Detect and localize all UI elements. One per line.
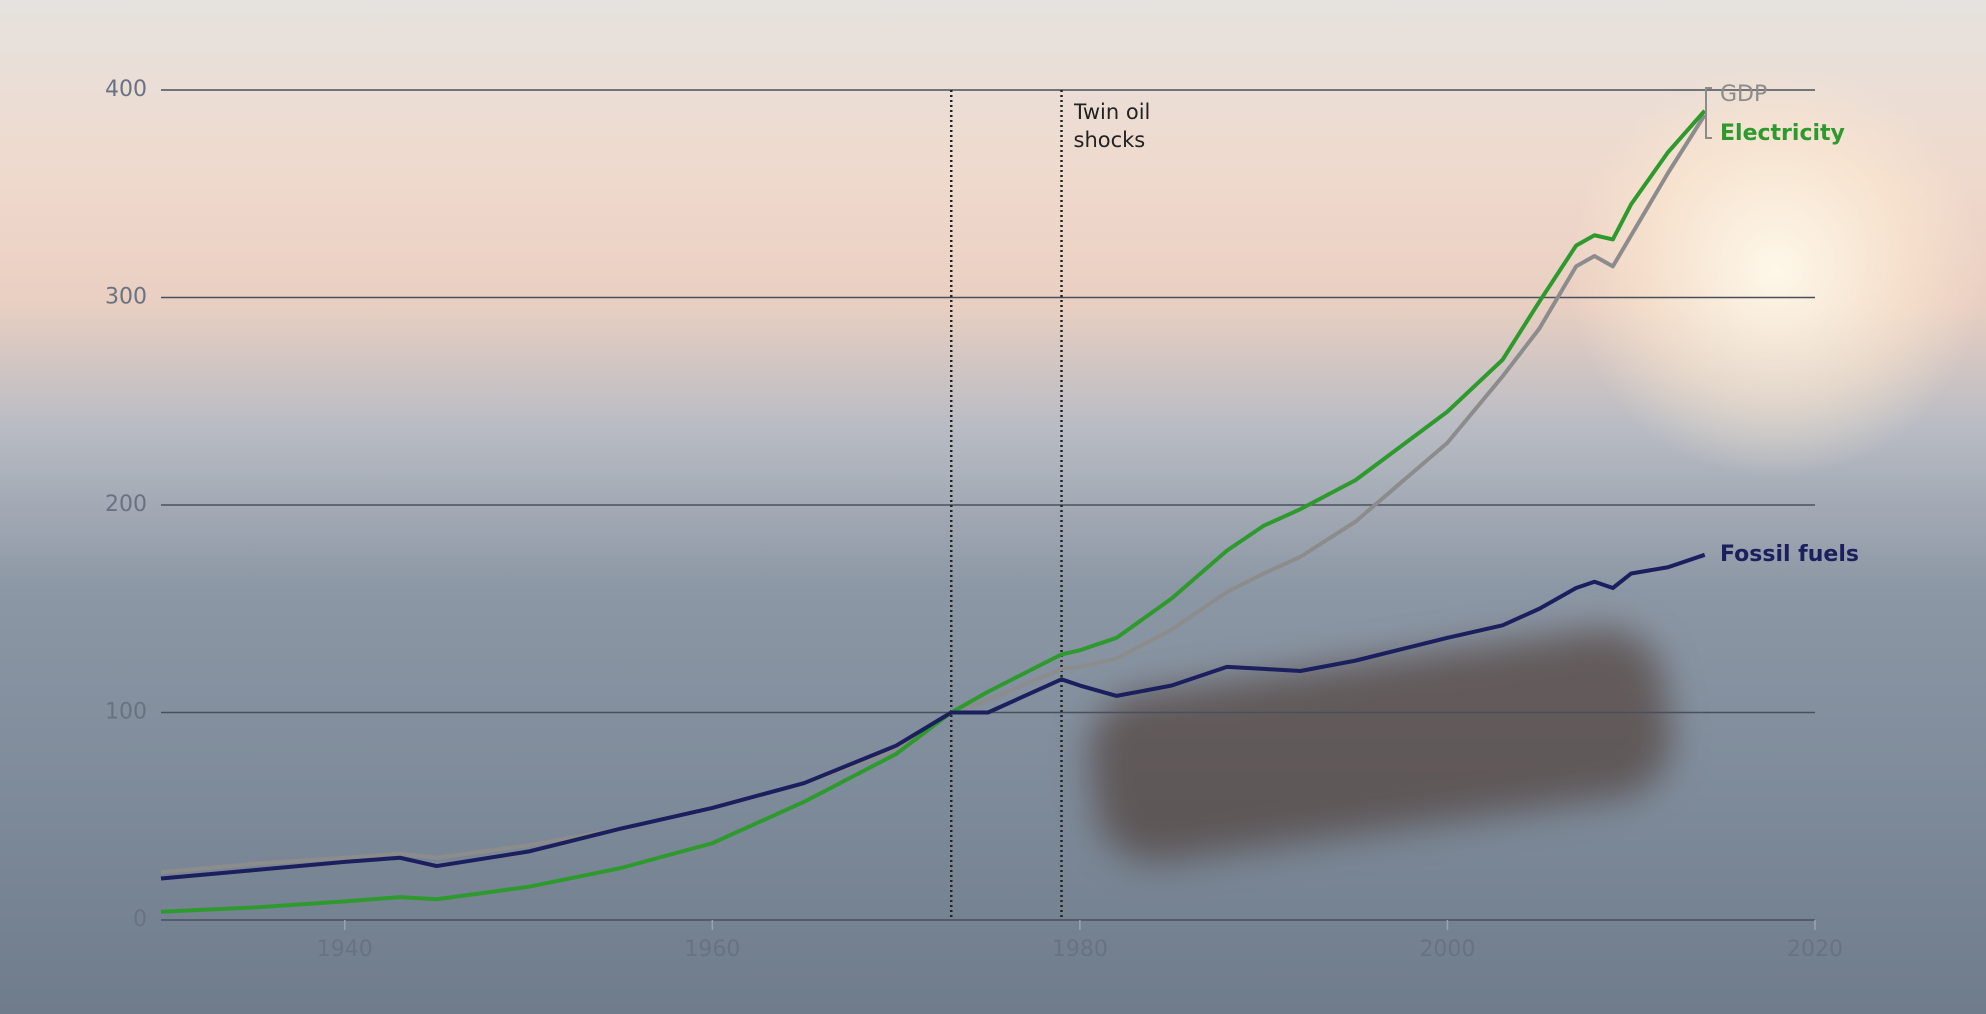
x-tick-label: 1980 <box>1052 937 1108 962</box>
y-tick-label: 100 <box>105 700 147 725</box>
x-tick-label: 2000 <box>1419 937 1475 962</box>
sun-glow <box>1566 60 1986 480</box>
y-tick-label: 200 <box>105 492 147 517</box>
y-tick-label: 0 <box>133 907 147 932</box>
x-tick-label: 2020 <box>1787 937 1843 962</box>
y-tick-label: 300 <box>105 285 147 310</box>
series-label: Electricity <box>1720 121 1845 146</box>
x-tick-label: 1940 <box>317 937 373 962</box>
series-line <box>160 552 1706 881</box>
annotation-text: Twin oil shocks <box>1073 100 1151 152</box>
series-label: Fossil fuels <box>1720 542 1859 567</box>
y-tick-label: 400 <box>105 77 147 102</box>
gdp-bracket <box>1705 87 1712 139</box>
series-label: GDP <box>1720 82 1767 107</box>
series-line <box>160 113 1707 875</box>
annotation-box: Twin oil shocks <box>1073 100 1151 152</box>
x-tick-label: 1960 <box>684 937 740 962</box>
series-line <box>160 109 1707 914</box>
